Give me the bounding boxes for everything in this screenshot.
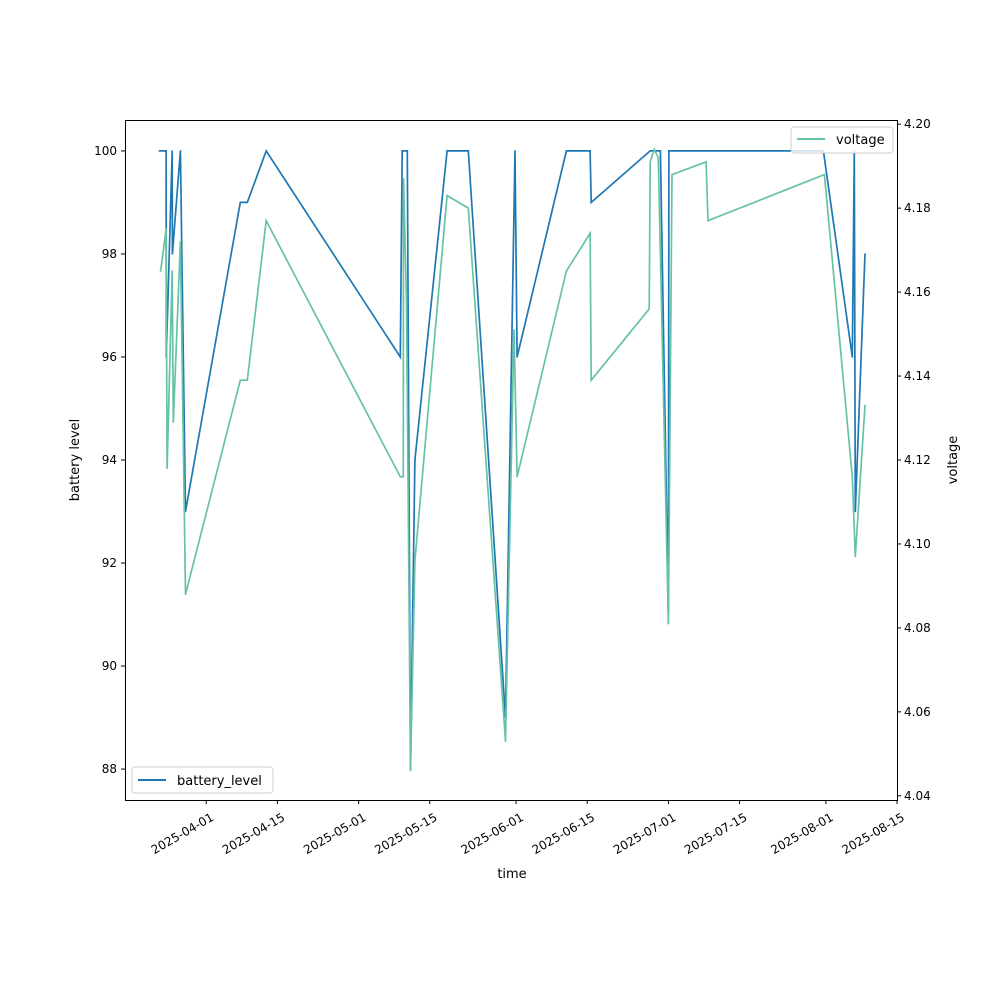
data-point-voltage — [653, 148, 656, 151]
x-tick-label: 2025-05-01 — [301, 810, 368, 857]
data-point-battery_level — [165, 150, 167, 152]
data-point-voltage — [705, 161, 707, 163]
x-tick-label: 2025-07-01 — [611, 810, 678, 857]
y2-tick-label: 4.16 — [904, 285, 931, 299]
data-point-voltage — [671, 173, 673, 176]
x-axis-label: time — [497, 867, 526, 882]
data-point-voltage — [565, 270, 568, 272]
data-point-battery_level — [649, 150, 652, 152]
data-point-battery_level — [414, 459, 416, 461]
data-point-voltage — [184, 593, 187, 596]
data-point-battery_level — [467, 150, 470, 152]
data-point-voltage — [707, 219, 709, 222]
x-tick-label: 2025-04-01 — [149, 810, 216, 857]
data-point-voltage — [589, 232, 591, 235]
series-line-battery_level — [159, 149, 866, 770]
data-point-voltage — [405, 299, 408, 302]
y2-tick-label: 4.18 — [904, 201, 931, 215]
data-point-voltage — [823, 173, 826, 176]
data-point-voltage — [239, 379, 242, 382]
series-line-voltage — [159, 147, 866, 771]
data-point-voltage — [657, 156, 660, 159]
data-point-voltage — [171, 270, 173, 272]
data-point-battery_level — [399, 356, 402, 358]
y2-tick-label: 4.06 — [904, 705, 931, 719]
data-point-voltage — [246, 379, 249, 382]
data-point-voltage — [504, 740, 507, 743]
data-point-battery_level — [401, 150, 404, 152]
data-point-voltage — [399, 475, 402, 478]
y2-tick-label: 4.20 — [904, 117, 931, 131]
legend-label-battery: battery_level — [177, 774, 262, 789]
y-tick-label: 92 — [102, 556, 117, 570]
data-point-battery_level — [668, 150, 670, 152]
data-point-battery_level — [406, 150, 409, 152]
data-point-voltage — [649, 161, 652, 163]
data-point-voltage — [467, 207, 470, 209]
y2-tick-label: 4.14 — [904, 369, 931, 383]
data-point-battery_level — [446, 150, 448, 152]
data-point-battery_level — [265, 150, 267, 152]
data-point-battery_level — [171, 150, 173, 152]
data-point-voltage — [516, 475, 518, 478]
data-point-voltage — [648, 308, 650, 310]
data-point-voltage — [179, 240, 182, 243]
x-tick-label: 2025-08-01 — [768, 810, 835, 857]
data-point-battery_level — [514, 150, 516, 152]
data-point-voltage — [851, 475, 854, 478]
legend-label-voltage: voltage — [836, 133, 885, 148]
data-point-battery_level — [516, 356, 518, 358]
legend-voltage: voltage — [790, 126, 894, 154]
data-point-voltage — [166, 467, 168, 470]
data-point-voltage — [172, 421, 175, 424]
y-tick-label: 94 — [102, 453, 117, 467]
x-tick-label: 2025-06-01 — [459, 810, 526, 857]
y-tick-label: 96 — [102, 350, 117, 364]
data-point-voltage — [864, 404, 866, 407]
y2-tick-label: 4.08 — [904, 621, 931, 635]
data-point-battery_level — [171, 253, 174, 255]
data-point-battery_level — [589, 150, 591, 152]
data-point-voltage — [402, 475, 405, 478]
data-point-voltage — [402, 177, 405, 180]
x-tick-label: 2025-07-15 — [682, 810, 749, 857]
legend-battery: battery_level — [131, 766, 274, 794]
data-point-battery_level — [246, 201, 249, 204]
data-point-battery_level — [864, 253, 866, 255]
data-point-voltage — [159, 270, 162, 272]
data-point-battery_level — [239, 201, 242, 204]
y-tick-label: 100 — [94, 144, 117, 158]
data-point-voltage — [667, 622, 670, 625]
data-point-voltage — [446, 194, 448, 197]
data-point-voltage — [590, 379, 593, 382]
data-point-battery_level — [158, 150, 161, 152]
x-tick-label: 2025-08-15 — [839, 810, 906, 857]
data-point-battery_level — [179, 150, 182, 152]
data-point-voltage — [513, 329, 515, 331]
data-point-voltage — [854, 555, 857, 558]
y-tick-label: 90 — [102, 659, 117, 673]
x-tick-label: 2025-05-15 — [372, 810, 439, 857]
x-tick-label: 2025-06-15 — [530, 810, 597, 857]
y-tick-label: 98 — [102, 247, 117, 261]
data-point-voltage — [265, 219, 267, 222]
data-point-voltage — [409, 769, 412, 772]
y2-tick-label: 4.10 — [904, 537, 931, 551]
y2-tick-label: 4.04 — [904, 789, 931, 803]
y2-axis-label: voltage — [946, 436, 961, 485]
data-point-voltage — [414, 559, 416, 562]
y-tick-label: 88 — [102, 762, 117, 776]
y2-tick-label: 4.12 — [904, 453, 931, 467]
data-point-battery_level — [854, 510, 857, 513]
data-point-battery_level — [590, 201, 593, 204]
x-tick-label: 2025-04-15 — [220, 810, 287, 857]
data-point-battery_level — [851, 356, 854, 358]
data-point-battery_level — [659, 150, 662, 152]
data-point-voltage — [165, 228, 167, 230]
y-axis-label: battery level — [68, 419, 83, 502]
data-point-battery_level — [565, 150, 568, 152]
